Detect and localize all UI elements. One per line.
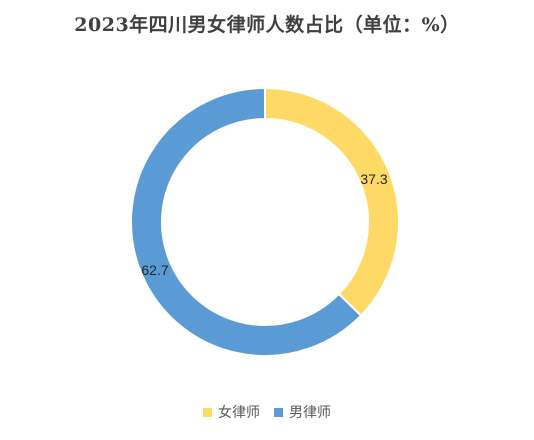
legend-swatch-female (203, 407, 212, 417)
slice-male[interactable] (130, 86, 363, 357)
chart-title: 2023年四川男女律师人数占比（单位：%） (74, 14, 460, 36)
data-label-male: 62.7 (141, 262, 168, 278)
legend-item-female[interactable]: 女律师 (203, 402, 260, 422)
legend-label-male: 男律师 (289, 405, 331, 421)
legend-label-female: 女律师 (218, 405, 260, 421)
data-label-female: 37.3 (360, 171, 387, 187)
legend: 女律师 男律师 (0, 402, 534, 422)
legend-swatch-male (274, 407, 283, 417)
slice-female[interactable] (264, 86, 400, 317)
legend-item-male[interactable]: 男律师 (274, 402, 331, 422)
